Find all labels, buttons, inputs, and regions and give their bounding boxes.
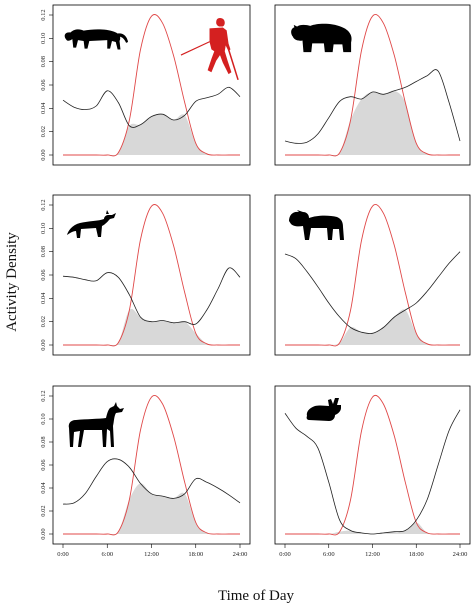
panel-frame	[274, 4, 471, 166]
overlap-area	[285, 309, 460, 346]
human-activity-line	[285, 14, 460, 157]
panel-row2-right	[274, 194, 471, 356]
bobcat-icon	[289, 210, 344, 240]
y-tick-label: 0.06	[40, 79, 47, 91]
overlap-area	[63, 483, 240, 535]
x-tick-label: 12:00	[365, 551, 380, 558]
panel-row1-left: 0.00 0.02 0.04 0.06 0.08 0.10 0.12	[40, 4, 251, 166]
bear-icon	[291, 23, 352, 53]
human-activity-line	[284, 204, 460, 347]
y-tick-label: 0.10	[40, 413, 47, 424]
animal-activity-line	[284, 251, 461, 334]
y-tick-label: 0.00	[40, 149, 47, 160]
animal-activity-line	[284, 409, 461, 535]
panel-frame	[274, 194, 471, 356]
x-tick-label: 12:00	[144, 551, 159, 558]
animal-activity-line	[62, 458, 241, 505]
y-tick-label: 0.12	[40, 199, 47, 210]
overlap-area	[285, 522, 460, 535]
hiker-icon	[180, 17, 239, 81]
animal-activity-line	[62, 86, 241, 128]
animal-activity-line	[284, 69, 461, 144]
y-tick-label: 0.04	[40, 292, 47, 304]
animal-activity-line	[62, 267, 241, 325]
x-tick-label: 18:00	[188, 551, 203, 558]
x-tick-label: 0:00	[57, 551, 69, 558]
y-tick-label: 0.08	[40, 56, 47, 67]
x-tick-label: 6:00	[102, 551, 114, 558]
y-tick-label: 0.06	[40, 459, 47, 471]
x-tick-label: 24:00	[453, 551, 468, 558]
overlap-area	[285, 90, 460, 156]
y-tick-label: 0.08	[40, 246, 47, 257]
y-tick-label: 0.02	[40, 126, 47, 137]
panel-frame	[274, 385, 471, 545]
x-axis-title: Time of Day	[218, 588, 295, 604]
y-tick-label: 0.00	[40, 528, 47, 539]
human-activity-line	[63, 14, 240, 157]
cougar-icon	[64, 29, 129, 50]
y-tick-label: 0.04	[40, 102, 47, 114]
y-axis-title: Activity Density	[4, 232, 20, 332]
rabbit-icon	[306, 398, 341, 421]
x-tick-label: 24:00	[233, 551, 248, 558]
human-activity-line	[62, 204, 240, 347]
human-activity-line	[284, 394, 460, 536]
y-tick-label: 0.10	[40, 223, 47, 234]
panel-row1-right	[274, 4, 471, 166]
panel-row3-right: 0:00 6:00 12:00 18:00 24:00	[274, 385, 471, 558]
deer-icon	[68, 402, 124, 447]
y-tick-label: 0.06	[40, 269, 47, 281]
y-tick-label: 0.12	[40, 9, 47, 20]
y-tick-label: 0.02	[40, 505, 47, 516]
x-tick-label: 6:00	[323, 551, 335, 558]
y-tick-label: 0.04	[40, 482, 47, 494]
y-tick-label: 0.00	[40, 339, 47, 350]
x-tick-label: 0:00	[279, 551, 291, 558]
overlap-area	[63, 114, 240, 156]
x-tick-label: 18:00	[409, 551, 424, 558]
y-tick-label: 0.08	[40, 436, 47, 447]
human-activity-line	[62, 394, 240, 536]
panel-row2-left: 0.00 0.02 0.04 0.06 0.08 0.10 0.12	[40, 194, 251, 356]
y-tick-label: 0.02	[40, 316, 47, 327]
fox-icon	[67, 210, 116, 238]
y-tick-label: 0.12	[40, 390, 47, 401]
panel-row3-left: 0.00 0.02 0.04 0.06 0.08 0.10 0.12 0:00 6:00 12:0…	[40, 385, 251, 558]
overlap-area	[63, 308, 240, 346]
y-tick-label: 0.10	[40, 33, 47, 44]
